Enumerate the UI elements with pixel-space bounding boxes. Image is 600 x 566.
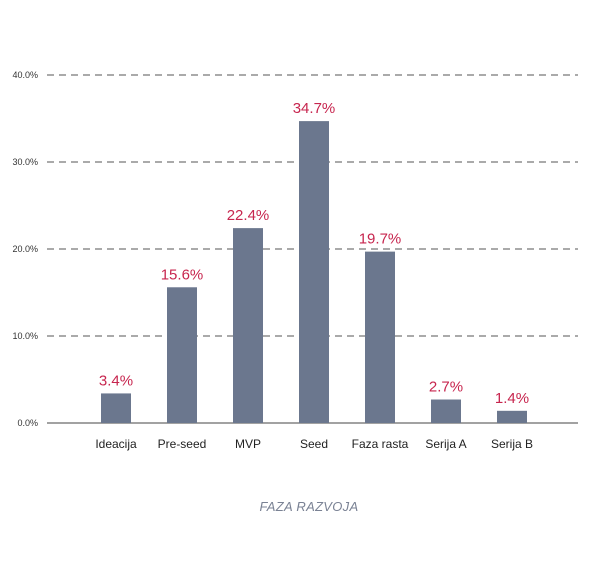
data-label: 22.4% — [227, 207, 270, 224]
bar-mvp — [233, 228, 263, 423]
bar-seed — [299, 121, 329, 424]
category-label: Serija A — [425, 437, 466, 451]
y-tick-label: 20.0% — [12, 244, 38, 254]
category-label: Ideacija — [95, 437, 137, 451]
y-tick-label: 0.0% — [17, 418, 38, 428]
bar-ideacija — [101, 393, 131, 423]
data-label: 2.7% — [429, 379, 463, 396]
category-label: Pre-seed — [158, 437, 207, 451]
x-axis-title: FAZA RAZVOJA — [260, 499, 359, 514]
category-label: Faza rasta — [352, 437, 409, 451]
bars — [101, 121, 527, 424]
y-tick-label: 10.0% — [12, 331, 38, 341]
data-label: 1.4% — [495, 390, 529, 407]
bar-serija-b — [497, 410, 527, 423]
y-tick-label: 40.0% — [12, 70, 38, 80]
y-axis-ticks: 0.0% 10.0% 20.0% 30.0% 40.0% — [12, 70, 38, 428]
data-label: 15.6% — [161, 266, 204, 283]
bar-pre-seed — [167, 287, 197, 423]
data-label: 19.7% — [359, 231, 402, 248]
category-label: Serija B — [491, 437, 533, 451]
bar-faza-rasta — [365, 251, 395, 423]
bar-serija-a — [431, 399, 461, 423]
category-label: Seed — [300, 437, 328, 451]
data-label: 34.7% — [293, 100, 336, 117]
category-label: MVP — [235, 437, 261, 451]
y-tick-label: 30.0% — [12, 157, 38, 167]
data-label: 3.4% — [99, 372, 133, 389]
x-axis-categories: Ideacija Pre-seed MVP Seed Faza rasta Serija … — [95, 437, 533, 451]
data-labels: 3.4% 15.6% 22.4% 34.7% 19.7% 2.7% 1.4% — [99, 100, 529, 407]
